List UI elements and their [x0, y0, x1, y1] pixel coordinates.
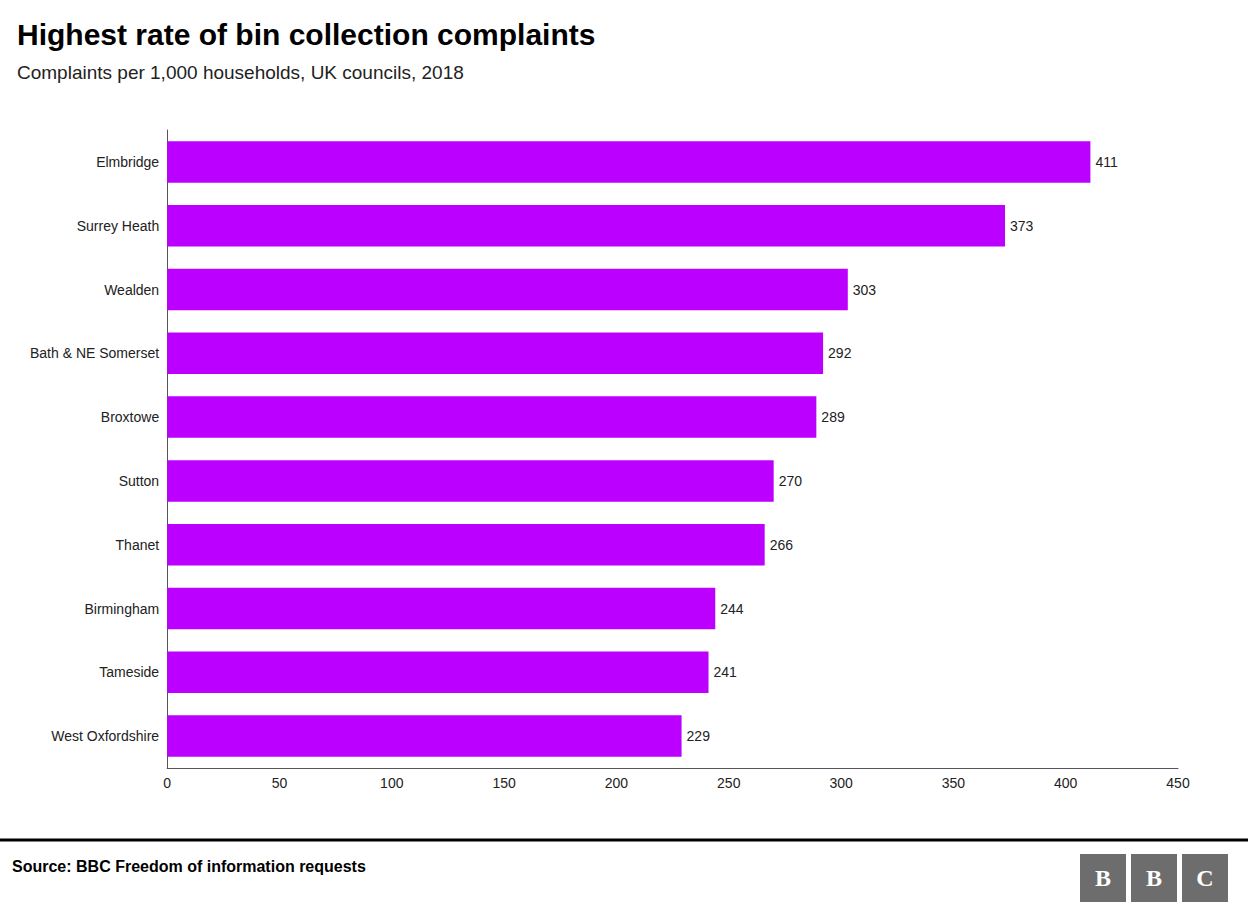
- svg-text:100: 100: [380, 775, 404, 791]
- svg-text:266: 266: [770, 537, 794, 553]
- svg-text:Tameside: Tameside: [99, 664, 159, 680]
- svg-text:241: 241: [714, 664, 738, 680]
- svg-text:Bath & NE Somerset: Bath & NE Somerset: [30, 345, 159, 361]
- svg-text:Elmbridge: Elmbridge: [96, 154, 159, 170]
- svg-text:350: 350: [942, 775, 966, 791]
- svg-text:244: 244: [720, 601, 744, 617]
- svg-text:Surrey Heath: Surrey Heath: [77, 218, 159, 234]
- svg-text:Sutton: Sutton: [119, 473, 159, 489]
- svg-text:411: 411: [1095, 154, 1118, 170]
- svg-text:373: 373: [1010, 218, 1034, 234]
- svg-text:300: 300: [829, 775, 853, 791]
- svg-text:C: C: [1196, 865, 1213, 891]
- svg-text:West Oxfordshire: West Oxfordshire: [51, 728, 159, 744]
- svg-text:B: B: [1095, 865, 1111, 891]
- svg-text:0: 0: [163, 775, 171, 791]
- svg-text:50: 50: [272, 775, 288, 791]
- svg-text:303: 303: [853, 282, 877, 298]
- svg-text:292: 292: [828, 345, 852, 361]
- svg-text:Wealden: Wealden: [104, 282, 159, 298]
- svg-text:Birmingham: Birmingham: [84, 601, 159, 617]
- svg-text:270: 270: [779, 473, 803, 489]
- svg-text:B: B: [1146, 865, 1162, 891]
- svg-text:Source: BBC Freedom of informa: Source: BBC Freedom of information reque…: [12, 858, 366, 875]
- svg-text:200: 200: [605, 775, 629, 791]
- svg-text:450: 450: [1166, 775, 1190, 791]
- svg-text:150: 150: [492, 775, 516, 791]
- svg-text:400: 400: [1054, 775, 1078, 791]
- svg-text:Complaints per 1,000 household: Complaints per 1,000 households, UK coun…: [17, 62, 464, 83]
- svg-text:289: 289: [821, 409, 845, 425]
- svg-text:Broxtowe: Broxtowe: [101, 409, 160, 425]
- svg-text:229: 229: [687, 728, 711, 744]
- svg-text:Highest rate of bin collection: Highest rate of bin collection complaint…: [17, 18, 595, 51]
- svg-text:250: 250: [717, 775, 741, 791]
- svg-text:Thanet: Thanet: [116, 537, 160, 553]
